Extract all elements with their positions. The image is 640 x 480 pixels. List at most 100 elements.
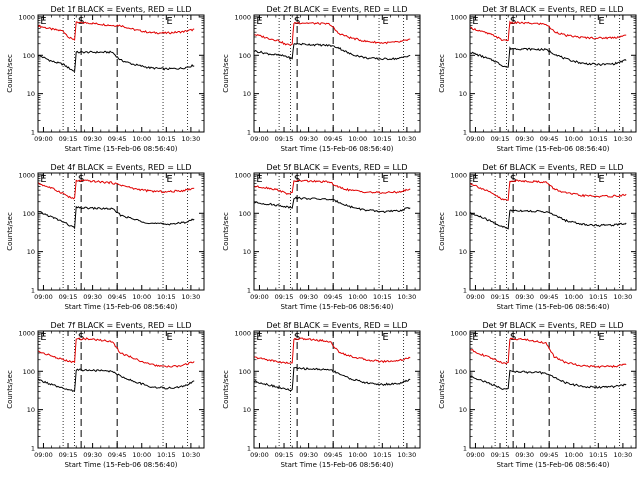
x-tick-label: 10:30 [398,451,417,459]
y-tick-label: 1 [463,445,467,453]
marker-letter: E [382,332,388,343]
plot-title: Det 6f BLACK = Events, RED = LLD [482,163,623,172]
plot-panel: Det 4f BLACK = Events, RED = LLD Counts/s… [6,163,205,311]
y-tick-label: 1 [31,445,35,453]
plot-panel: Det 1f BLACK = Events, RED = LLD Counts/s… [6,5,205,153]
x-tick-label: 09:30 [515,451,534,459]
y-tick-label: 1 [247,129,251,137]
x-tick-label: 09:30 [515,293,534,301]
marker-letter: E [256,174,262,185]
y-tick-label: 1000 [234,171,251,179]
y-tick-label: 1 [31,129,35,137]
x-tick-label: 09:15 [275,135,294,143]
plot-title: Det 1f BLACK = Events, RED = LLD [50,5,191,14]
x-tick-label: 09:15 [275,451,294,459]
x-tick-label: 09:15 [275,293,294,301]
events-series-line [254,196,411,214]
marker-letter: E [472,332,478,343]
x-tick-label: 09:45 [108,293,127,301]
x-axis-label: Start Time (15-Feb-06 08:56:40) [280,461,393,469]
x-tick-label: 10:00 [132,451,151,459]
plot-panel: Det 6f BLACK = Events, RED = LLD Counts/s… [438,163,637,311]
lld-series-line [38,179,195,200]
marker-letter: E [598,332,604,343]
x-tick-label: 09:45 [324,451,343,459]
x-tick-label: 10:15 [373,451,392,459]
y-axis-label: Counts/sec [438,370,446,409]
marker-letter: E [382,174,388,185]
x-tick-label: 09:30 [83,293,102,301]
y-tick-label: 1000 [18,13,35,21]
marker-letter: S [510,16,516,27]
plot-frame [37,330,205,449]
plot-title: Det 7f BLACK = Events, RED = LLD [50,321,191,330]
marker-letter: E [166,174,172,185]
x-tick-label: 10:00 [564,293,583,301]
y-tick-label: 1000 [234,13,251,21]
x-tick-label: 10:30 [614,451,633,459]
x-tick-label: 09:30 [299,135,318,143]
marker-letter: E [166,332,172,343]
x-tick-label: 09:00 [466,451,485,459]
events-series-line [470,46,627,68]
y-tick-label: 1000 [18,329,35,337]
marker-letter: E [472,16,478,27]
plot-title: Det 3f BLACK = Events, RED = LLD [482,5,623,14]
x-tick-label: 09:00 [466,293,485,301]
y-tick-label: 10 [27,90,35,98]
x-tick-label: 09:45 [540,135,559,143]
x-axis-label: Start Time (15-Feb-06 08:56:40) [64,145,177,153]
x-tick-label: 10:30 [182,451,201,459]
y-tick-label: 10 [243,90,251,98]
plot-title: Det 8f BLACK = Events, RED = LLD [266,321,407,330]
plot-panel: Det 2f BLACK = Events, RED = LLD Counts/s… [222,5,421,153]
plot-panel: Det 5f BLACK = Events, RED = LLD Counts/s… [222,163,421,311]
marker-letter: S [294,174,300,185]
x-tick-label: 09:30 [83,451,102,459]
plot-panel: Det 8f BLACK = Events, RED = LLD Counts/s… [222,321,421,469]
x-axis-label: Start Time (15-Feb-06 08:56:40) [496,145,609,153]
x-axis-label: Start Time (15-Feb-06 08:56:40) [280,303,393,311]
x-tick-label: 09:15 [59,293,78,301]
marker-letter: S [510,332,516,343]
x-tick-label: 09:00 [466,135,485,143]
y-tick-label: 10 [459,406,467,414]
plot-frame [253,14,421,133]
x-tick-label: 10:15 [373,135,392,143]
lld-series-line [254,179,411,195]
x-tick-label: 10:00 [348,451,367,459]
x-tick-label: 09:15 [491,135,510,143]
y-tick-label: 1000 [450,329,467,337]
x-tick-label: 09:45 [540,451,559,459]
marker-letter: E [40,16,46,27]
events-series-line [38,368,195,392]
y-axis-label: Counts/sec [438,54,446,93]
plot-title: Det 2f BLACK = Events, RED = LLD [266,5,407,14]
x-tick-label: 09:45 [540,293,559,301]
plot-frame [469,330,637,449]
plot-panel: Det 9f BLACK = Events, RED = LLD Counts/s… [438,321,637,469]
y-tick-label: 10 [459,90,467,98]
x-axis-label: Start Time (15-Feb-06 08:56:40) [64,303,177,311]
x-tick-label: 10:30 [182,293,201,301]
lld-series-line [470,337,627,369]
events-series-line [470,209,627,230]
y-tick-label: 1000 [18,171,35,179]
y-tick-label: 100 [455,368,467,376]
y-tick-label: 10 [27,248,35,256]
x-tick-label: 09:45 [324,293,343,301]
y-tick-label: 100 [239,368,251,376]
marker-letter: E [598,174,604,185]
x-tick-label: 10:15 [589,135,608,143]
marker-letter: E [598,16,604,27]
lld-series-line [38,21,195,41]
y-tick-label: 100 [239,210,251,218]
plot-panel: Det 7f BLACK = Events, RED = LLD Counts/s… [6,321,205,469]
x-tick-label: 09:30 [299,293,318,301]
y-tick-label: 1 [463,287,467,295]
marker-letter: E [166,16,172,27]
x-tick-label: 10:00 [564,451,583,459]
y-tick-label: 100 [239,52,251,60]
x-tick-label: 10:00 [348,293,367,301]
